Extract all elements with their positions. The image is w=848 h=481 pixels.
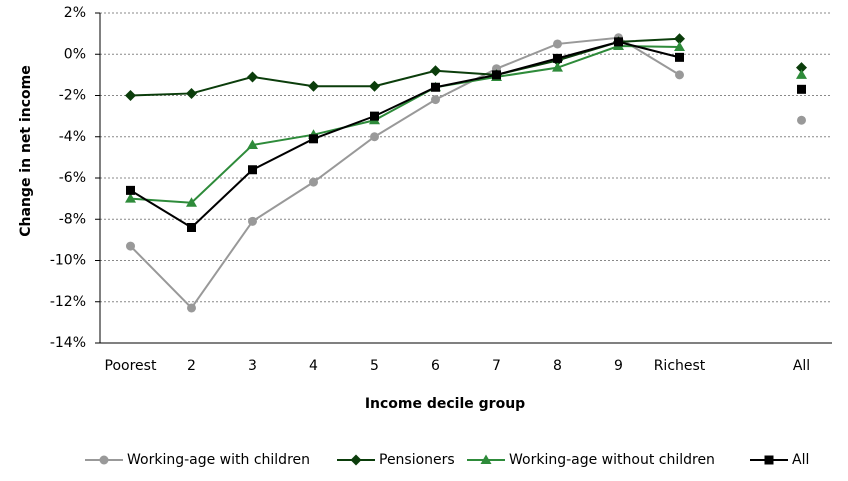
data-point	[553, 39, 562, 49]
series-line	[130, 44, 680, 204]
x-tick-label: 9	[614, 358, 623, 374]
data-point	[431, 95, 440, 105]
data-point	[309, 134, 318, 144]
y-tick-label: 0%	[64, 46, 86, 62]
data-point	[370, 111, 379, 121]
legend-marker	[480, 454, 492, 464]
legend-marker	[350, 454, 362, 466]
data-point	[614, 37, 623, 47]
x-tick-label: 5	[370, 358, 379, 374]
data-point	[126, 241, 135, 251]
y-tick-label: -12%	[50, 294, 86, 310]
x-tick-label: 7	[492, 358, 501, 374]
x-axis-title: Income decile group	[365, 396, 525, 412]
x-tick-label: Poorest	[105, 358, 157, 374]
data-point	[125, 90, 136, 101]
x-tick-label: 6	[431, 358, 440, 374]
data-point	[125, 193, 136, 203]
x-tick-label: 3	[248, 358, 257, 374]
data-point	[552, 62, 563, 72]
legend-marker	[99, 455, 109, 465]
data-point	[430, 65, 441, 77]
series-line	[129, 36, 681, 310]
legend-marker	[764, 455, 774, 465]
y-tick-label: -10%	[50, 253, 86, 269]
data-point	[796, 69, 807, 79]
data-point	[674, 33, 685, 45]
data-point	[369, 80, 380, 92]
data-point	[248, 216, 257, 226]
y-tick-label: -2%	[59, 88, 86, 104]
data-point	[431, 82, 440, 92]
data-point	[187, 223, 196, 232]
x-tick-label: Richest	[654, 358, 706, 374]
y-tick-label: -4%	[59, 129, 86, 145]
x-tick-label: 2	[187, 358, 196, 374]
y-tick-label: -6%	[59, 170, 86, 186]
data-point	[308, 80, 319, 92]
x-tick-label: 8	[553, 358, 562, 374]
data-point	[370, 132, 379, 142]
data-point	[675, 52, 684, 62]
data-point	[492, 70, 501, 80]
y-axis-title: Change in net income	[18, 65, 34, 236]
legend-label: Pensioners	[379, 452, 455, 468]
data-point	[796, 62, 807, 74]
data-point	[247, 71, 258, 83]
data-point	[675, 70, 684, 80]
legend-label: Working-age with children	[127, 452, 310, 468]
data-point	[187, 303, 196, 313]
x-tick-label: All	[793, 358, 810, 374]
legend-label: All	[792, 452, 809, 468]
data-point	[674, 41, 685, 52]
y-tick-label: -8%	[59, 211, 86, 227]
y-tick-label: 2%	[64, 5, 86, 21]
series-line	[129, 40, 680, 229]
x-tick-label: 4	[309, 358, 318, 374]
data-point	[126, 185, 135, 195]
data-point	[553, 53, 562, 63]
legend-label: Working-age without children	[509, 452, 715, 468]
data-point	[186, 87, 197, 99]
data-point	[247, 139, 258, 149]
data-point	[248, 165, 257, 175]
y-tick-label: -14%	[50, 335, 86, 351]
data-point	[186, 197, 197, 207]
data-point	[797, 84, 806, 94]
data-point	[797, 115, 806, 125]
data-point	[309, 177, 318, 187]
